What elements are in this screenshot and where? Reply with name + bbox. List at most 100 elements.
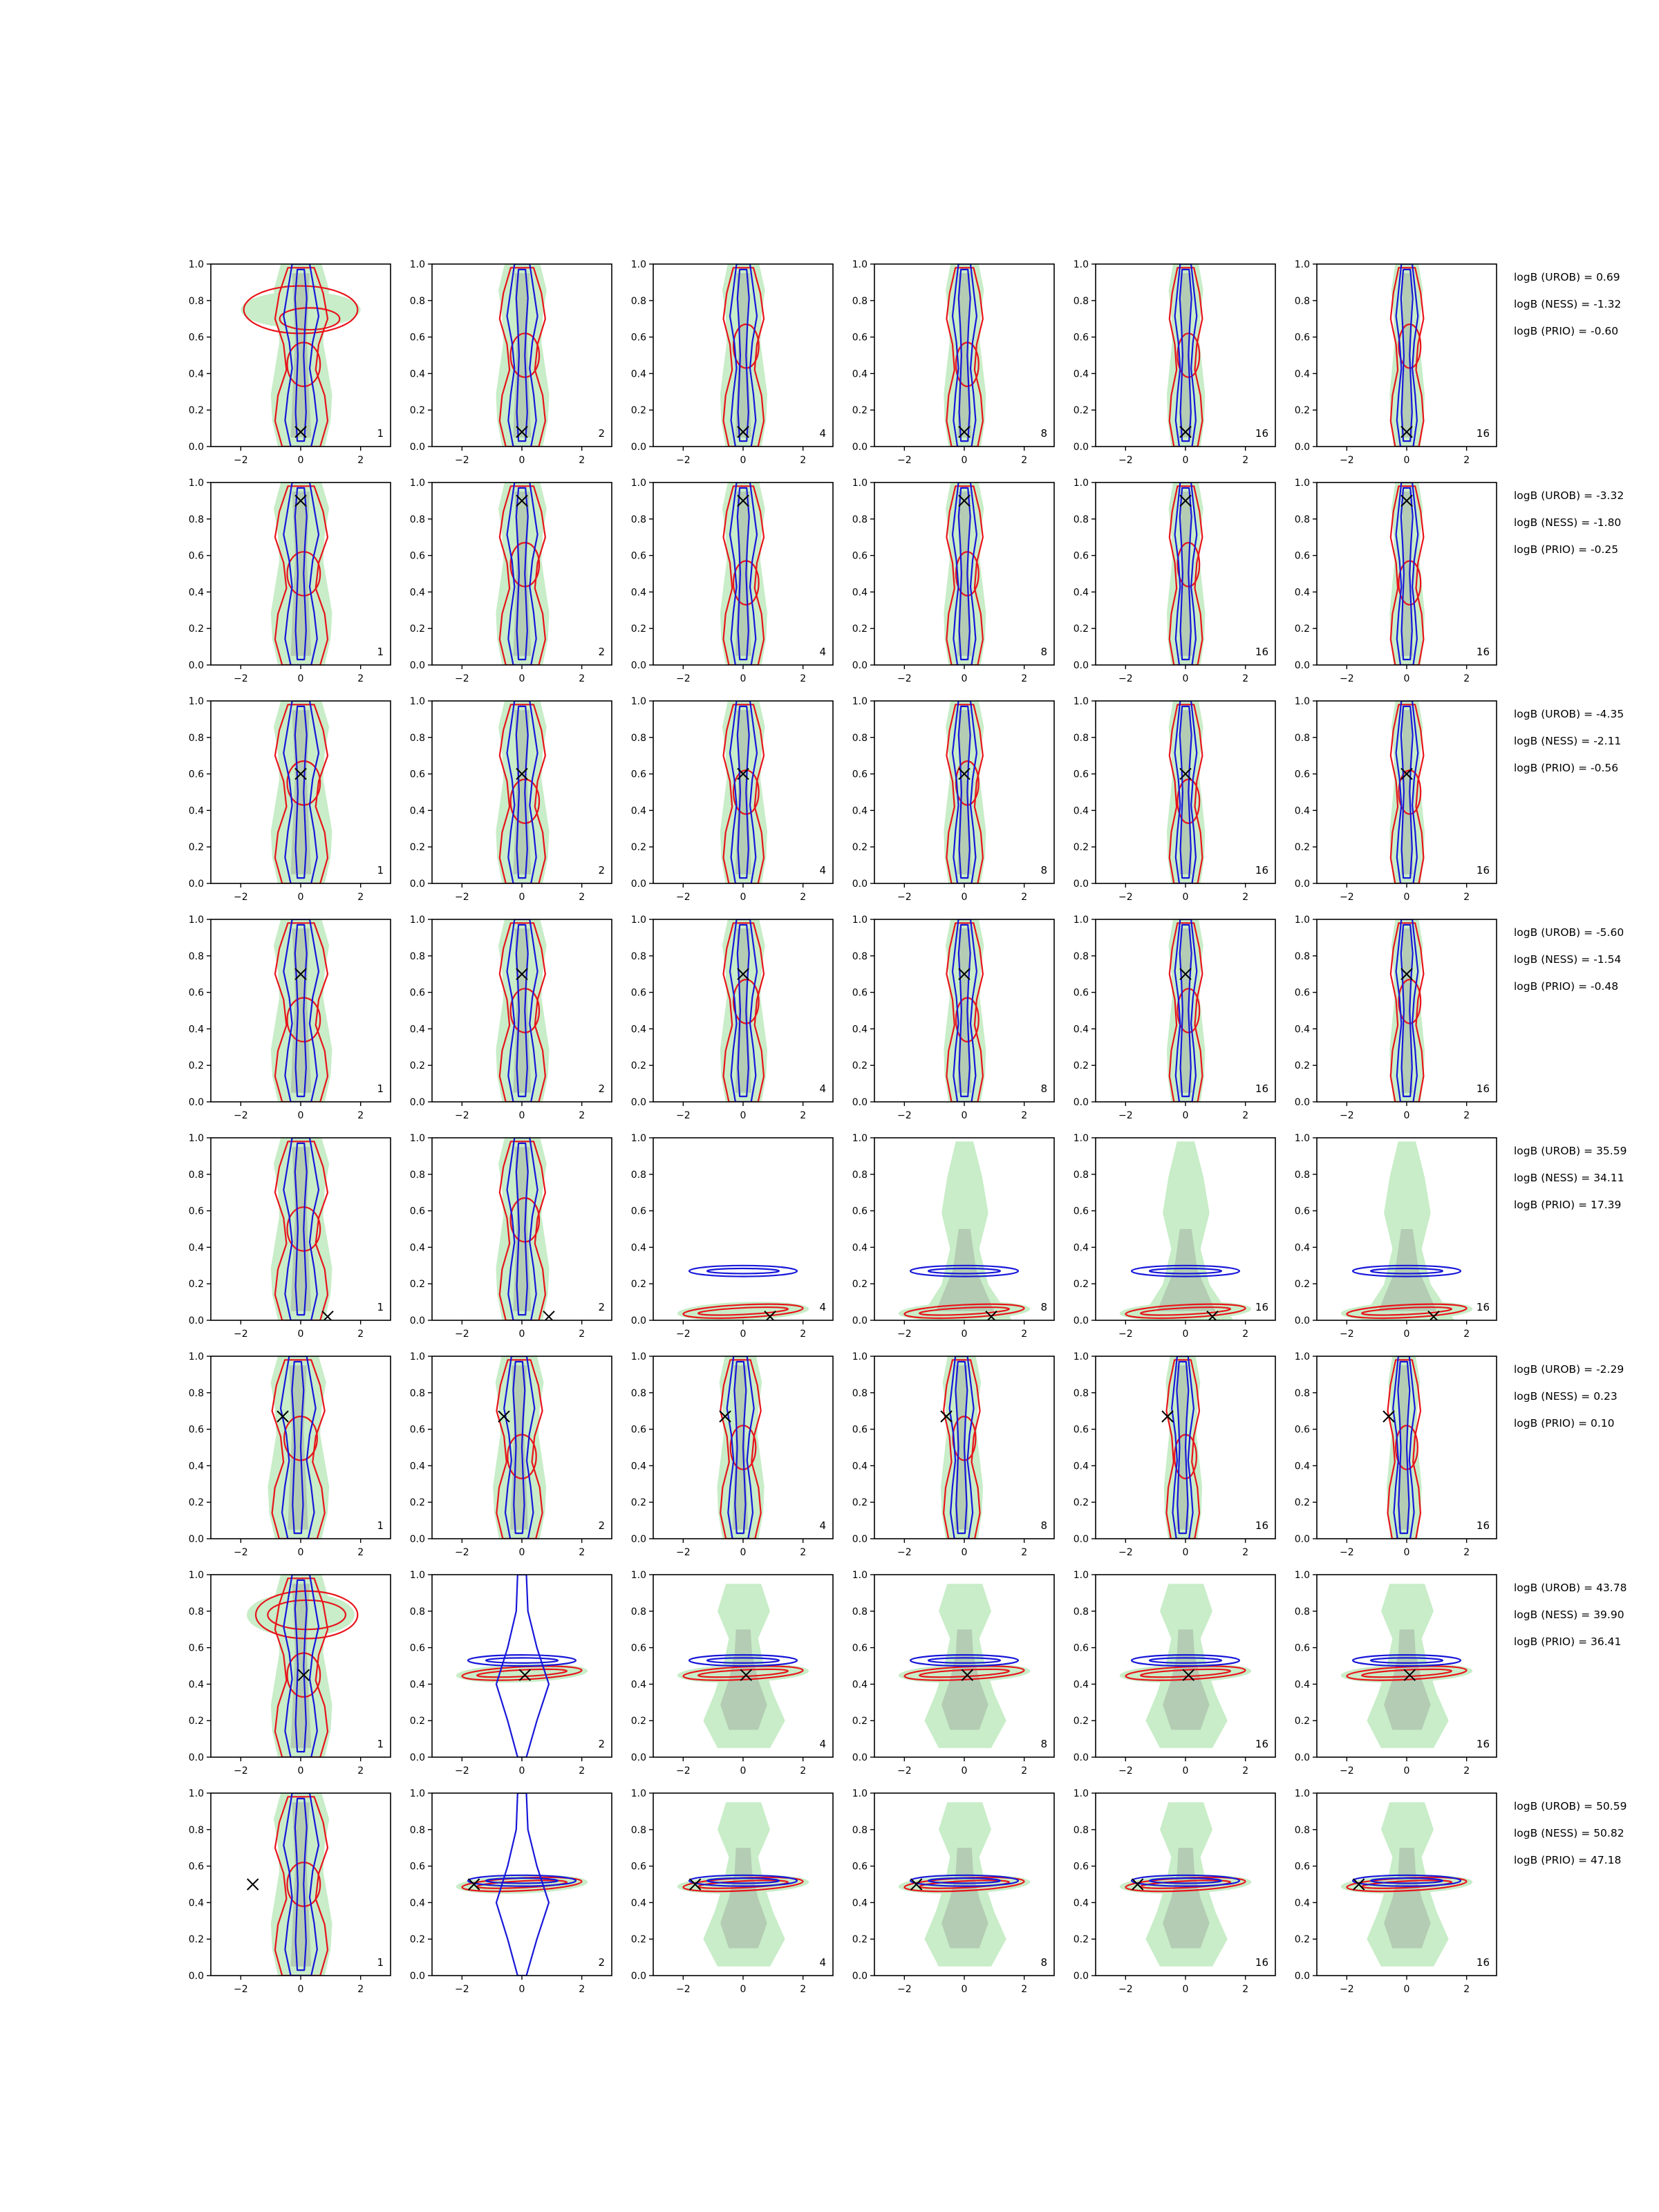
- truth-marker: [1400, 494, 1413, 507]
- truth-marker: [958, 968, 971, 980]
- y-tick-label: 0.8: [1074, 1170, 1089, 1181]
- y-tick-label: 0.4: [189, 1679, 204, 1690]
- x-tick-label: −2: [676, 1329, 691, 1340]
- x-tick-label: −2: [676, 455, 691, 466]
- blue-contour: [729, 482, 758, 665]
- x-tick-label: −2: [1118, 673, 1133, 684]
- y-tick-label: 0.4: [410, 805, 425, 816]
- y-tick-label: 0.8: [1295, 296, 1310, 307]
- red-contour: [279, 307, 341, 331]
- x-tick-label: 2: [800, 1329, 806, 1340]
- x-tick-label: 2: [1242, 1765, 1248, 1777]
- x-tick-label: 0: [740, 1547, 747, 1558]
- blue-contour: [1400, 487, 1414, 661]
- red-contour: [1125, 1303, 1246, 1320]
- x-tick-label: 0: [962, 1984, 968, 1995]
- blue-contour: [503, 1356, 536, 1539]
- red-contour: [286, 551, 321, 597]
- x-tick-label: −2: [455, 1547, 469, 1558]
- truth-marker: [294, 767, 307, 780]
- y-tick-label: 0.6: [410, 1425, 425, 1436]
- y-tick-label: 0.8: [852, 1825, 868, 1836]
- panel-number-label: 1: [377, 1082, 384, 1095]
- truth-marker: [516, 426, 528, 438]
- y-tick-label: 1.0: [410, 696, 425, 707]
- y-tick-label: 1.0: [189, 1788, 204, 1799]
- y-tick-label: 0.0: [1074, 442, 1089, 453]
- red-contour: [286, 1862, 321, 1907]
- y-tick-label: 0.8: [631, 1606, 646, 1618]
- y-tick-label: 0.2: [410, 624, 425, 635]
- x-tick-label: 2: [357, 1329, 364, 1340]
- x-tick-label: 2: [579, 892, 585, 903]
- y-tick-label: 0.2: [1295, 842, 1310, 853]
- panel-number-label: 16: [1255, 1956, 1268, 1969]
- y-tick-label: 0.6: [631, 988, 646, 999]
- panel-number-label: 1: [377, 1301, 384, 1313]
- bayes-factor-text: logB (NESS) = 50.82: [1514, 1827, 1624, 1839]
- x-tick-label: 2: [579, 1547, 585, 1558]
- y-tick-label: 0.0: [189, 1752, 204, 1763]
- y-tick-label: 0.2: [189, 1279, 204, 1290]
- x-tick-label: −2: [897, 1110, 912, 1121]
- y-tick-label: 0.8: [410, 296, 425, 307]
- bayes-factor-block-r7: logB (UROB) = 43.78 logB (NESS) = 39.90 lo…: [1514, 1582, 1627, 1648]
- blue-contour: [279, 1356, 317, 1539]
- x-tick-label: 2: [1463, 1110, 1470, 1121]
- x-tick-label: 0: [1404, 1765, 1410, 1777]
- blue-contour: [495, 1793, 550, 1976]
- truth-marker: [985, 1311, 997, 1320]
- y-tick-label: 0.4: [631, 1679, 646, 1690]
- y-tick-label: 0.8: [410, 1606, 425, 1618]
- blue-contour: [1179, 268, 1192, 442]
- blue-contour: [957, 487, 971, 661]
- x-tick-label: −2: [897, 1547, 912, 1558]
- truth-marker: [516, 968, 528, 980]
- y-tick-label: 1.0: [1295, 1351, 1310, 1362]
- red-contour: [1387, 1359, 1422, 1539]
- x-tick-label: 0: [298, 673, 304, 684]
- y-tick-label: 1.0: [852, 696, 868, 707]
- y-tick-label: 0.0: [410, 1752, 425, 1763]
- y-tick-label: 0.0: [1295, 1534, 1310, 1545]
- x-tick-label: −2: [676, 1547, 691, 1558]
- y-tick-label: 0.8: [410, 514, 425, 525]
- y-tick-label: 0.6: [852, 769, 868, 780]
- x-tick-label: 2: [357, 1110, 364, 1121]
- red-contour: [498, 704, 546, 883]
- blue-contour: [736, 924, 750, 1098]
- y-tick-label: 1.0: [1074, 1351, 1089, 1362]
- panel-number-label: 1: [377, 646, 384, 658]
- truth-marker: [737, 426, 749, 438]
- x-tick-label: 2: [800, 1765, 806, 1777]
- blue-contour: [283, 264, 320, 447]
- y-tick-label: 1.0: [1074, 1788, 1089, 1799]
- subplot-r6-c4: 0.0 0.2 0.4 0.6 0.8 1.0 −2 0 2 8: [852, 1351, 1055, 1558]
- truth-marker: [246, 1878, 259, 1891]
- subplot-r5-c1: 0.0 0.2 0.4 0.6 0.8 1.0 −2 0 2 1: [189, 1133, 391, 1340]
- y-tick-label: 0.0: [1295, 1097, 1310, 1108]
- density-fill-inner: [1179, 928, 1192, 1093]
- y-tick-label: 0.0: [1295, 1971, 1310, 1982]
- red-contour: [722, 704, 765, 883]
- red-contour: [461, 1665, 583, 1681]
- y-tick-label: 1.0: [189, 915, 204, 926]
- y-tick-label: 0.4: [852, 587, 868, 598]
- red-contour: [274, 1141, 329, 1320]
- x-tick-label: 0: [519, 455, 525, 466]
- density-fill-inner: [1163, 1848, 1210, 1949]
- panel-number-label: 8: [1040, 1301, 1047, 1313]
- density-fill-outer: [456, 1875, 588, 1894]
- x-tick-label: 2: [357, 1765, 364, 1777]
- red-contour: [274, 704, 329, 883]
- y-tick-label: 0.8: [189, 1388, 204, 1399]
- y-tick-label: 1.0: [189, 478, 204, 489]
- blue-contour: [515, 924, 529, 1098]
- blue-contour: [951, 264, 977, 447]
- y-tick-label: 0.2: [189, 1716, 204, 1727]
- y-tick-label: 0.4: [410, 1897, 425, 1909]
- x-tick-label: 2: [800, 673, 806, 684]
- red-contour: [1360, 1668, 1453, 1678]
- y-tick-label: 0.8: [1295, 1825, 1310, 1836]
- density-fill-inner: [1176, 1365, 1190, 1530]
